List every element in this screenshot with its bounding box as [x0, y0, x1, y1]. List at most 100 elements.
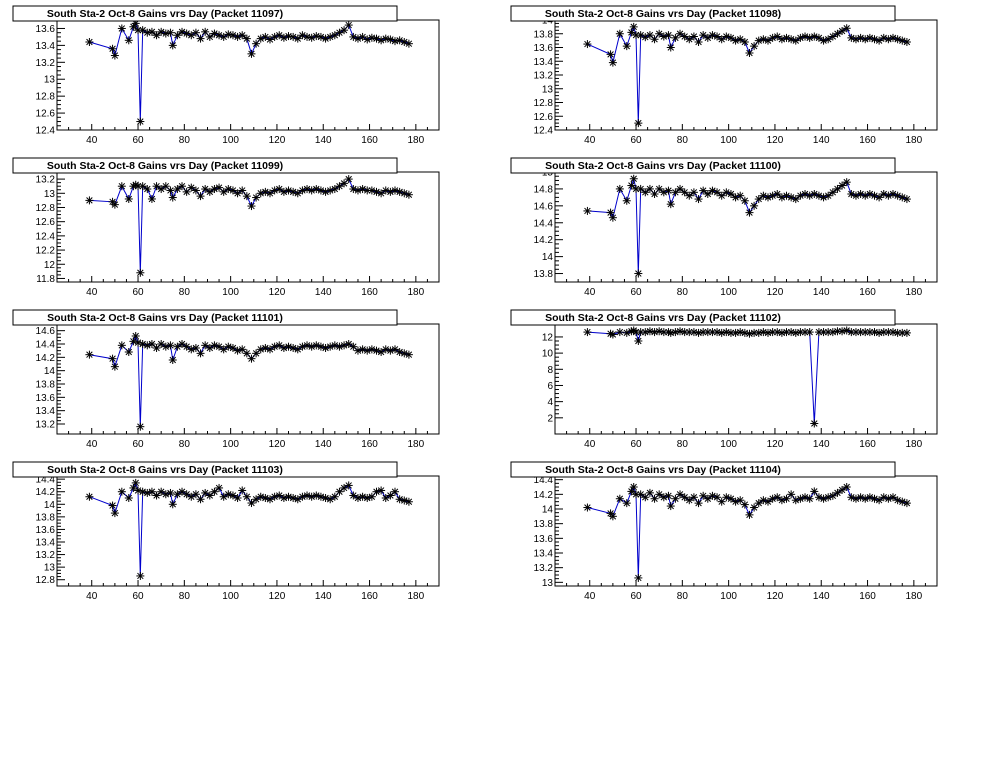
data-point [363, 494, 372, 502]
y-tick-label: 12.4 [534, 126, 554, 137]
data-point [645, 488, 654, 497]
data-point [833, 488, 842, 497]
data-point [791, 195, 800, 204]
data-point [879, 33, 888, 42]
data-point [676, 29, 685, 38]
data-point [791, 36, 800, 45]
data-point [157, 185, 166, 194]
y-tick-label: 12.6 [36, 217, 56, 228]
data-point [136, 571, 145, 580]
data-point [713, 188, 722, 197]
x-tick-label: 100 [222, 287, 239, 298]
y-tick-label: 13.2 [36, 420, 56, 431]
y-tick-label: 13.8 [36, 512, 56, 523]
data-point [680, 188, 689, 197]
data-point [828, 491, 837, 500]
data-point [634, 269, 643, 278]
data-point [814, 33, 823, 42]
data-point [136, 422, 145, 431]
x-tick-label: 80 [179, 591, 191, 602]
data-point [703, 190, 712, 198]
data-point [851, 328, 860, 337]
x-tick-label: 100 [720, 135, 737, 146]
data-point [335, 487, 344, 496]
y-tick-label: 12.8 [36, 92, 56, 103]
data-point [173, 31, 182, 40]
data-point [833, 184, 842, 193]
data-point [261, 494, 270, 502]
y-tick-label: 14 [542, 505, 554, 516]
data-point [372, 346, 381, 355]
data-point [884, 35, 893, 44]
chart-title: South Sta-2 Oct-8 Gains vrs Day (Packet … [47, 160, 283, 172]
x-tick-label: 140 [315, 135, 332, 146]
x-tick-label: 160 [361, 439, 378, 450]
data-point [205, 32, 214, 41]
data-point [233, 189, 242, 198]
data-point [335, 182, 344, 191]
data-point [219, 492, 228, 501]
data-point [740, 500, 749, 509]
data-point [117, 182, 126, 191]
data-point [659, 32, 668, 41]
data-point [110, 51, 119, 60]
data-point [275, 491, 284, 500]
data-point [699, 186, 708, 195]
data-point [330, 185, 339, 194]
data-point [238, 186, 247, 195]
x-tick-label: 140 [315, 439, 332, 450]
data-point [275, 341, 284, 350]
data-point [168, 41, 177, 50]
plot-frame [56, 171, 440, 283]
chart-panel-2: 40 60 80 100 120 140 160 180 12.4 12.6 12.8 13 13.2 1… [510, 5, 938, 146]
y-tick-label: 12.6 [534, 112, 554, 123]
data-point [344, 21, 353, 30]
x-tick-label: 40 [86, 439, 98, 450]
data-point [717, 497, 726, 506]
data-point [358, 492, 367, 501]
data-point [252, 39, 261, 48]
data-point [636, 490, 645, 499]
data-point [608, 58, 617, 67]
x-tick-label: 40 [584, 287, 596, 298]
data-point [745, 49, 754, 57]
data-point [782, 328, 791, 337]
data-point [166, 488, 175, 497]
x-tick-label: 160 [361, 287, 378, 298]
x-tick-label: 120 [767, 135, 784, 146]
data-point [372, 187, 381, 196]
y-tick-label: 13.4 [36, 406, 56, 417]
chart-panel-6: 40 60 80 100 120 140 160 180 2 4 6 8 10 12 South Sta-2… [510, 309, 938, 450]
data-point [893, 35, 902, 44]
chart-panel-5: 40 60 80 100 120 140 160 180 13.2 13.4 13.6 13.8 14 1… [12, 309, 440, 450]
y-tick-label: 4 [547, 397, 553, 408]
data-point [131, 332, 140, 340]
x-tick-label: 180 [906, 135, 923, 146]
x-tick-label: 60 [132, 135, 144, 146]
data-point [265, 345, 274, 354]
x-tick-label: 140 [315, 287, 332, 298]
data-point [349, 491, 358, 500]
data-point [191, 490, 200, 499]
data-point [606, 50, 615, 59]
plot-frame [554, 171, 938, 283]
data-point [842, 24, 851, 33]
x-tick-label: 80 [677, 287, 689, 298]
data-point [583, 328, 592, 337]
y-tick-label: 13.8 [534, 269, 554, 280]
data-point [627, 181, 636, 190]
data-point [708, 31, 717, 40]
plot-frame [554, 475, 938, 587]
data-point [889, 33, 898, 42]
y-tick-label: 12 [44, 260, 56, 271]
data-point [787, 490, 796, 499]
data-point [615, 29, 624, 38]
data-point [404, 350, 413, 359]
x-tick-label: 180 [408, 591, 425, 602]
data-point [689, 32, 698, 41]
data-point [196, 495, 205, 504]
data-point [615, 494, 624, 503]
x-tick-label: 60 [132, 287, 144, 298]
data-point [685, 191, 694, 200]
chart-title-box [510, 309, 896, 326]
